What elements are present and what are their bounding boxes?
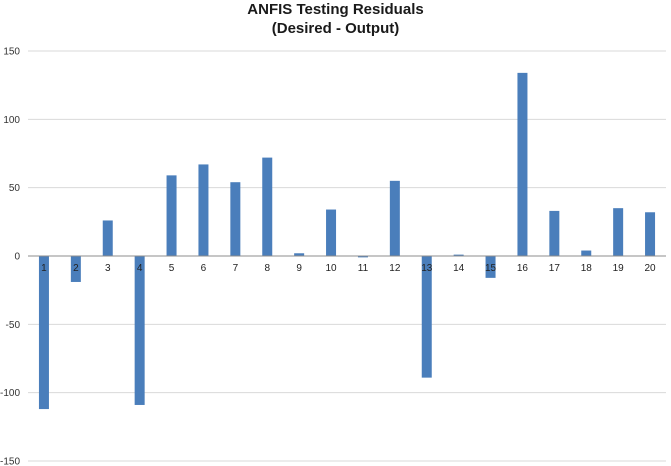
- chart-title: ANFIS Testing Residuals: [247, 1, 424, 18]
- x-category-label: 18: [581, 263, 593, 274]
- y-tick-label: -100: [0, 388, 20, 399]
- x-category-label: 13: [421, 263, 433, 274]
- x-category-label: 9: [296, 263, 302, 274]
- bar-18: [581, 250, 592, 256]
- x-category-label: 5: [169, 263, 175, 274]
- bar-1: [38, 256, 49, 410]
- x-category-label: 2: [73, 263, 79, 274]
- bar-20: [645, 212, 656, 256]
- bar-14: [453, 254, 464, 256]
- y-axis-tick-labels: 150 100 50 0 -50 -100 -150: [0, 47, 20, 466]
- x-category-label: 16: [517, 263, 529, 274]
- y-tick-label: -50: [6, 320, 21, 331]
- y-tick-label: 150: [3, 47, 20, 58]
- bar-19: [613, 208, 624, 256]
- bar-13: [421, 256, 432, 378]
- gridlines: [28, 50, 666, 462]
- bar-6: [198, 164, 209, 256]
- x-category-label: 3: [105, 263, 111, 274]
- bar-10: [326, 209, 337, 256]
- bar-8: [262, 157, 273, 256]
- x-category-label: 4: [137, 263, 143, 274]
- bar-16: [517, 72, 528, 256]
- y-tick-label: 0: [14, 252, 20, 263]
- bar-9: [294, 253, 305, 256]
- y-tick-label: 50: [9, 183, 21, 194]
- bar-7: [230, 182, 241, 256]
- x-category-label: 8: [264, 263, 270, 274]
- y-tick-label: 100: [3, 115, 20, 126]
- x-category-label: 1: [41, 263, 47, 274]
- x-category-label: 20: [644, 263, 656, 274]
- bar-4: [134, 256, 145, 405]
- x-category-label: 17: [549, 263, 561, 274]
- x-category-label: 19: [613, 263, 625, 274]
- x-category-label: 11: [358, 263, 369, 274]
- bar-12: [389, 180, 400, 256]
- bars: [38, 72, 656, 410]
- x-category-label: 6: [201, 263, 207, 274]
- bar-17: [549, 210, 560, 256]
- bar-3: [102, 220, 113, 256]
- bar-15: [485, 256, 496, 278]
- bar-5: [166, 175, 177, 256]
- x-category-label: 12: [389, 263, 401, 274]
- x-category-label: 15: [485, 263, 497, 274]
- x-category-label: 10: [325, 263, 337, 274]
- bar-11: [357, 256, 368, 258]
- x-category-label: 14: [453, 263, 465, 274]
- chart-title-block: ANFIS Testing Residuals (Desired - Outpu…: [0, 0, 671, 38]
- bar-2: [70, 256, 81, 282]
- y-tick-label: -150: [0, 457, 20, 466]
- chart-subtitle: (Desired - Output): [271, 20, 400, 37]
- x-axis-category-labels: 1 2 3 4 5 6 7 8 9 10 11 12 13 14 15 16 17 18 19 20: [41, 263, 656, 274]
- x-category-label: 7: [233, 263, 239, 274]
